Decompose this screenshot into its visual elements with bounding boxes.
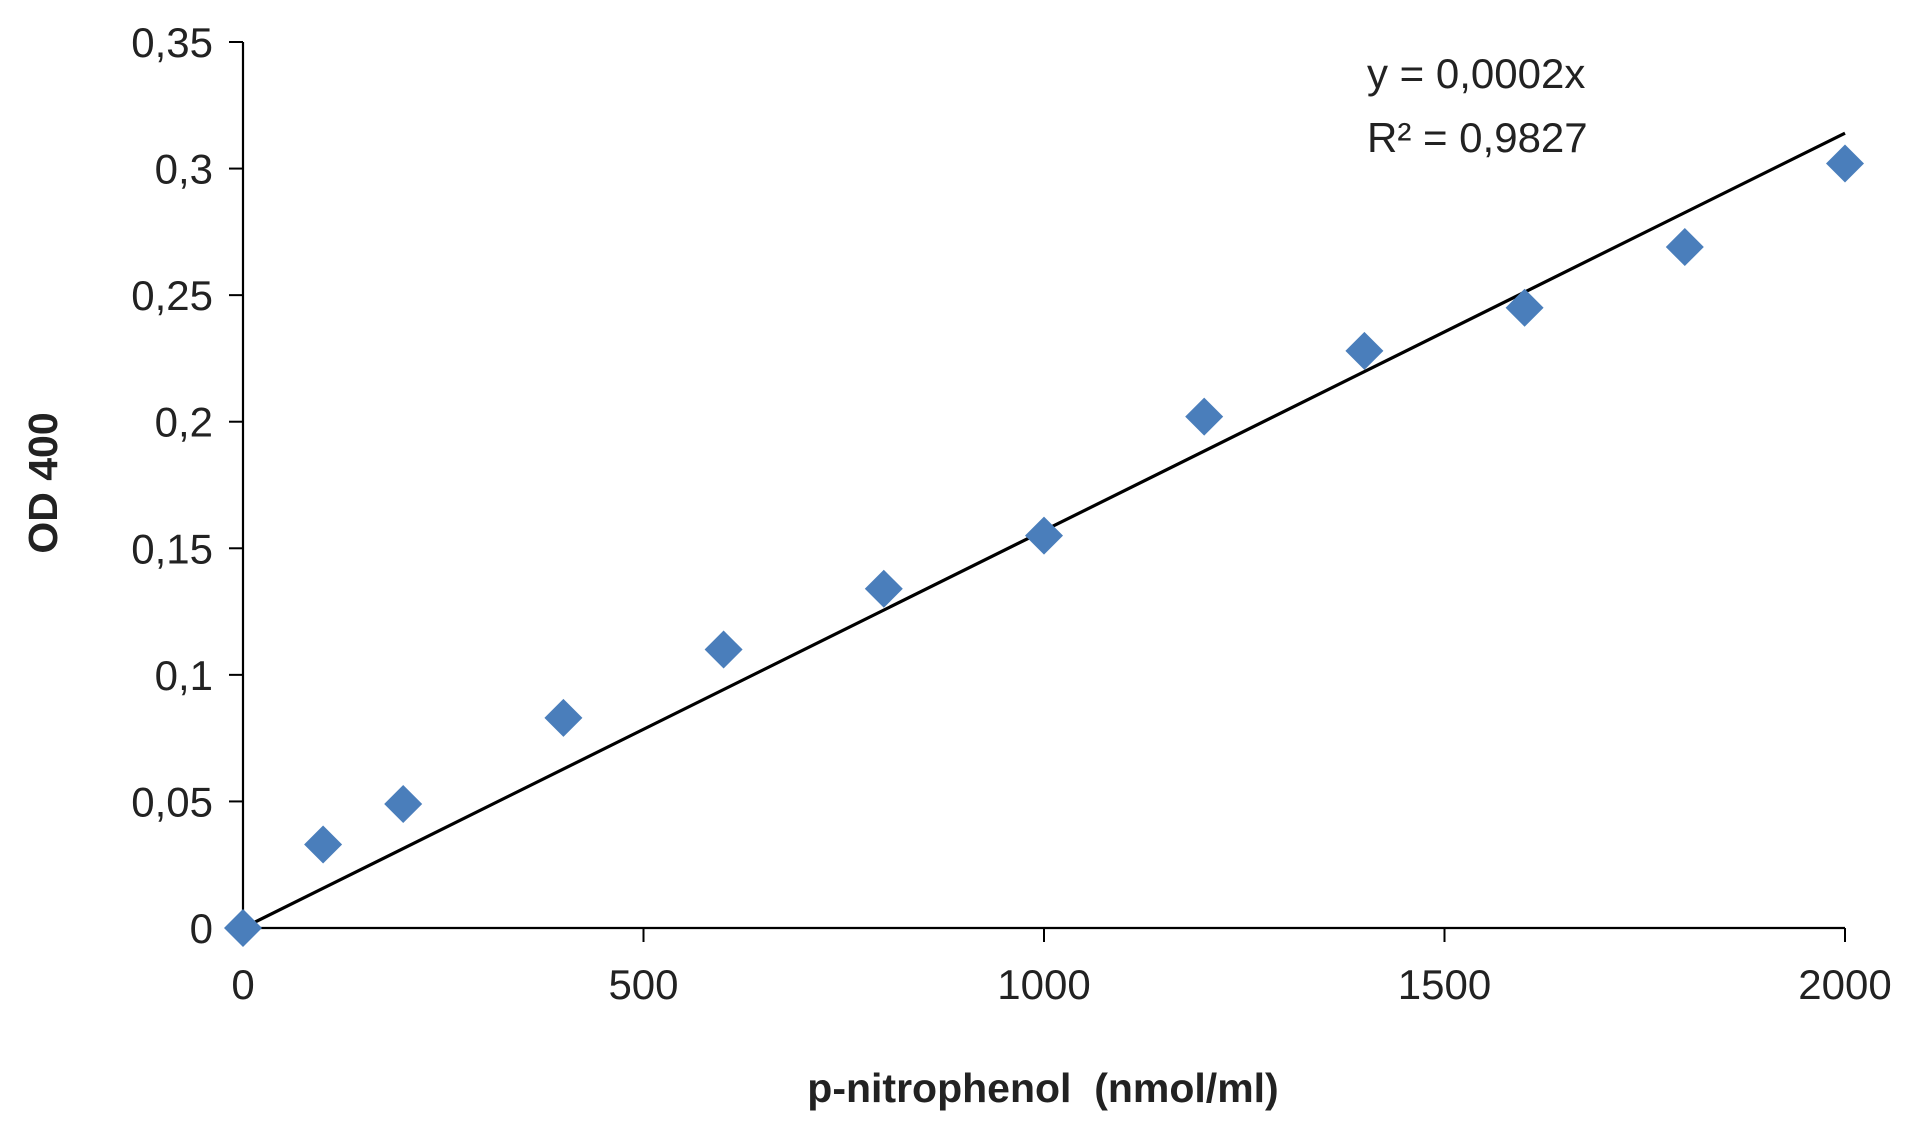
data-point	[1025, 516, 1063, 555]
y-tick-label: 0,15	[131, 525, 213, 572]
data-points	[224, 144, 1864, 947]
x-tick-label: 1500	[1398, 961, 1491, 1008]
data-point	[544, 698, 583, 737]
y-tick-label: 0,25	[131, 272, 213, 319]
data-point	[864, 569, 903, 608]
data-point	[1505, 288, 1544, 327]
data-point	[384, 784, 423, 823]
data-point	[1185, 397, 1224, 436]
x-tick-label: 0	[231, 961, 254, 1008]
r-squared-label: R² = 0,9827	[1367, 114, 1588, 161]
chart-text: y = 0,0002x R² = 0,9827 p-nitrophenol (n…	[20, 50, 1588, 1111]
data-point	[304, 825, 343, 864]
data-point	[224, 909, 262, 947]
y-tick-label: 0	[190, 905, 213, 952]
y-tick-label: 0,35	[131, 19, 213, 66]
data-point	[1665, 228, 1704, 267]
y-tick-label: 0,2	[155, 399, 213, 446]
x-tick-label: 1000	[997, 961, 1090, 1008]
y-tick-label: 0,1	[155, 652, 213, 699]
data-point	[704, 630, 743, 669]
axes: 0 0,05 0,1 0,15 0,2 0,25 0,3 0,35 0 500 1000 1500 20…	[131, 19, 1891, 1008]
y-axis-label: OD 400	[20, 412, 66, 553]
trendline-equation: y = 0,0002x	[1367, 50, 1585, 97]
y-tick-label: 0,05	[131, 778, 213, 825]
x-tick-label: 500	[608, 961, 678, 1008]
data-point	[1345, 331, 1384, 370]
data-point	[1826, 144, 1864, 183]
y-tick-label: 0,3	[155, 146, 213, 193]
x-axis-label: p-nitrophenol (nmol/ml)	[807, 1065, 1278, 1111]
x-tick-label: 2000	[1798, 961, 1891, 1008]
